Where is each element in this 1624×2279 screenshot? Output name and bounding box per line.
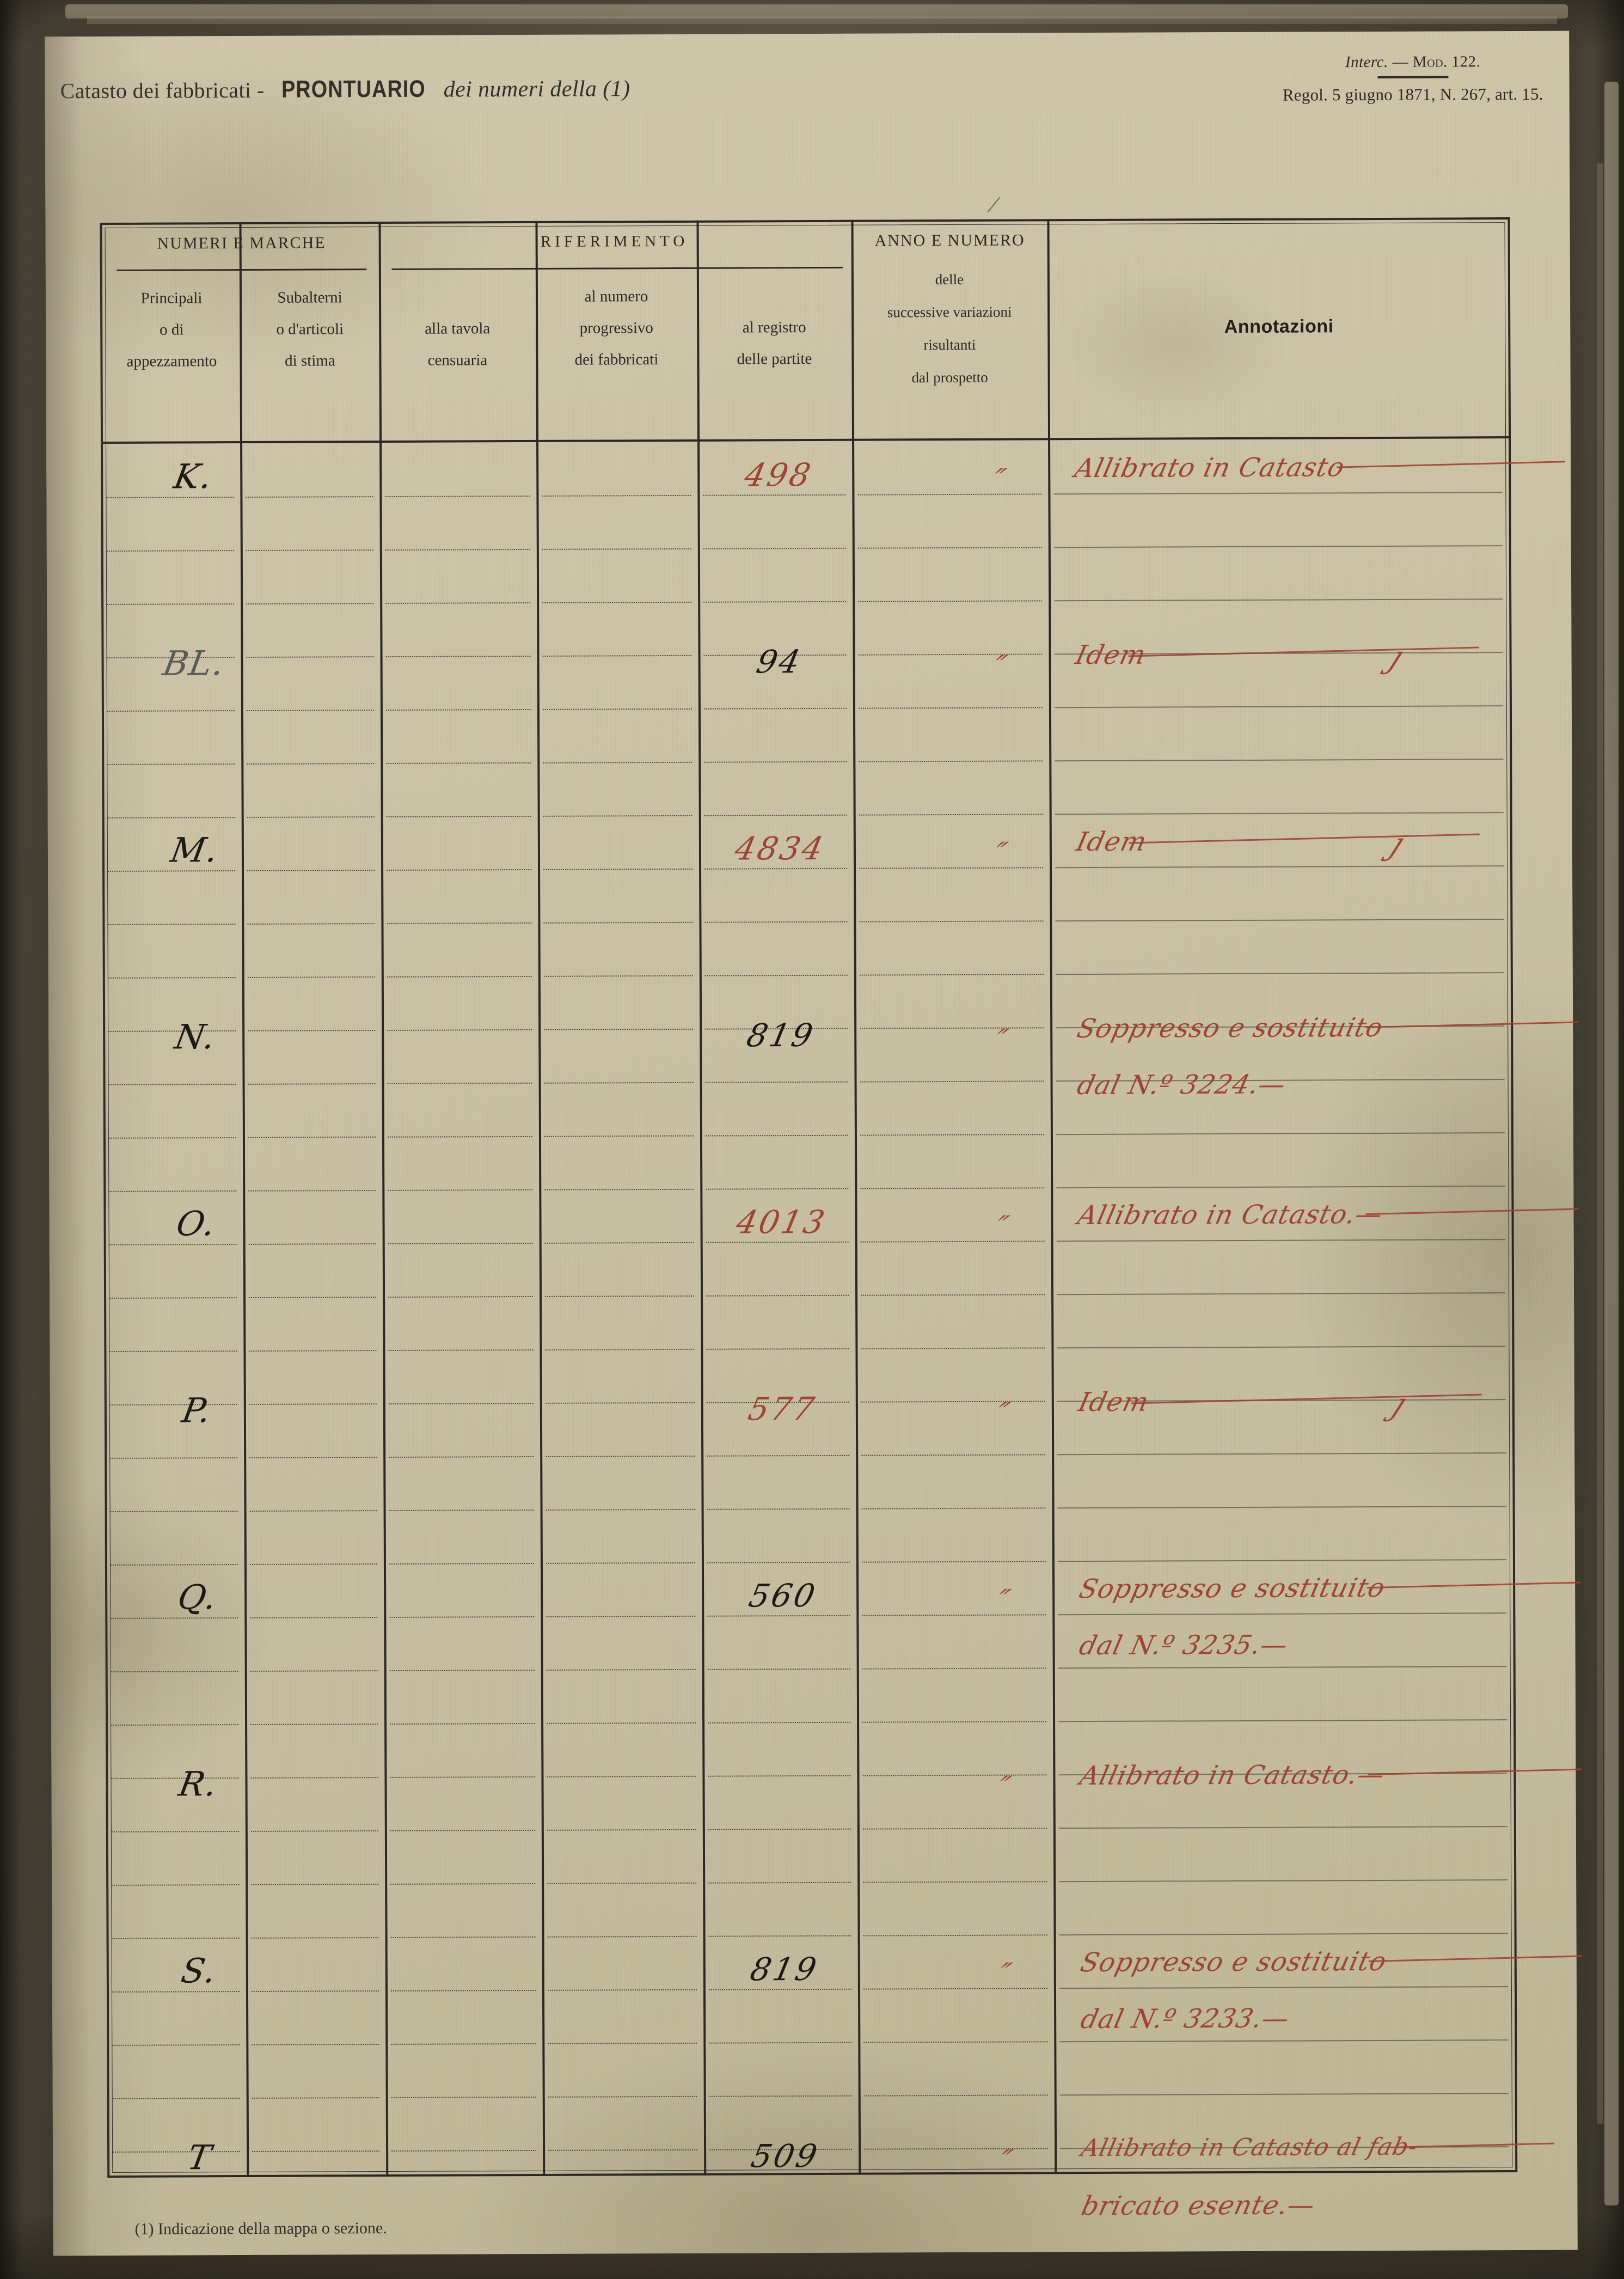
entry-annotation-line: Soppresso e sostituito — [1074, 1012, 1386, 1044]
stamp-divider — [1377, 76, 1449, 78]
entry-registro-number: 577 — [745, 1390, 820, 1428]
annotation-flourish-stroke — [1131, 1394, 1482, 1404]
ledger-sheet: Catasto dei fabbricati - PRONTUARIO dei … — [45, 30, 1582, 2256]
entry-annotation-line: Allibrato in Catasto al fab- — [1078, 2133, 1421, 2162]
annotation-flourish-stroke — [1368, 1955, 1582, 1963]
entry-registro-number: 4834 — [732, 829, 829, 867]
entry-anno-ditto: ″ — [988, 1023, 1012, 1056]
annotation-flourish-stroke — [1129, 833, 1480, 844]
entry-annotation-line: dal N.º 3233.— — [1077, 2003, 1292, 2035]
entry-annotation-line: Soppresso e sostituito — [1077, 1946, 1390, 1978]
annotation-flourish-stroke — [1367, 1581, 1581, 1589]
page-edge-right — [1604, 82, 1619, 2205]
entry-idem-flourish: ȷ — [1384, 826, 1410, 862]
entry-registro-number: 94 — [753, 643, 806, 681]
entry-annotation-line: bricato esente.— — [1078, 2190, 1319, 2222]
page-title: Catasto dei fabbricati - PRONTUARIO dei … — [60, 75, 630, 104]
entry-registro-number: 560 — [745, 1577, 820, 1615]
page-edge-top — [65, 4, 1568, 19]
annotation-flourish-stroke — [1365, 1021, 1579, 1029]
entry-annotation-line: dal N.º 3235.— — [1076, 1629, 1291, 1661]
ledger-table: NUMERI E MARCHE RIFERIMENTO ANNO E NUMER… — [100, 217, 1582, 2221]
annotation-flourish-stroke — [1337, 461, 1566, 468]
entry-annotation-line: Allibrato in Catasto — [1071, 452, 1348, 484]
entry-mark-letter: BL. — [160, 643, 229, 683]
footnote: (1) Indicazione della mappa o sezione. — [134, 2219, 387, 2238]
sheet-header: Catasto dei fabbricati - PRONTUARIO dei … — [45, 31, 1570, 218]
entry-registro-number: 4013 — [733, 1203, 830, 1241]
entry-registro-number: 509 — [747, 2137, 823, 2175]
entry-mark-letter: O. — [173, 1203, 219, 1244]
form-reference-stamp: Interc. — Mod. 122. Regol. 5 giugno 1871… — [1283, 53, 1543, 105]
form-interc-label: Interc. — [1345, 53, 1388, 71]
entry-anno-ditto: ″ — [987, 836, 1012, 870]
form-dash: — — [1388, 53, 1413, 71]
entry-registro-number: 498 — [741, 456, 816, 494]
entry-annotation-line: Soppresso e sostituito — [1076, 1572, 1388, 1605]
entry-mark-letter: N. — [171, 1017, 219, 1057]
form-code-line: Interc. — Mod. 122. — [1283, 53, 1543, 72]
form-model-number: Mod. 122. — [1412, 53, 1481, 71]
entry-idem-flourish: ȷ — [1384, 639, 1409, 675]
entry-anno-ditto: ″ — [986, 463, 1010, 496]
entry-anno-ditto: ″ — [989, 1210, 1013, 1243]
entry-anno-ditto: ″ — [986, 650, 1011, 683]
entry-mark-letter: K. — [170, 456, 216, 497]
pencil-tick-mark: / — [987, 190, 1000, 219]
annotation-flourish-stroke — [1368, 1768, 1582, 1776]
entry-anno-ditto: ″ — [989, 1397, 1014, 1430]
page-title-emphasis: PRONTUARIO — [281, 75, 426, 103]
entry-mark-letter: R. — [176, 1764, 221, 1804]
entry-registro-number: 819 — [743, 1016, 818, 1054]
entry-annotation-line: dal N.º 3224.— — [1074, 1069, 1289, 1101]
entry-mark-letter: S. — [178, 1951, 220, 1991]
entry-anno-ditto: ″ — [992, 2144, 1016, 2177]
annotation-flourish-stroke — [1365, 1208, 1579, 1215]
entry-annotation-line: Allibrato in Catasto.— — [1077, 1759, 1388, 1792]
entry-mark-letter: P. — [179, 1390, 215, 1431]
entry-anno-ditto: ″ — [991, 1957, 1016, 1990]
entry-anno-ditto: ″ — [990, 1584, 1014, 1617]
entry-annotation-line: Allibrato in Catasto.— — [1075, 1199, 1386, 1231]
page-title-suffix: dei numeri della (1) — [437, 76, 630, 102]
handwritten-entries-layer: K. 498 ″ Allibrato in Catasto BL. 94 ″ Idem ȷ M. 4… — [100, 217, 1582, 2221]
entry-idem-flourish: ȷ — [1387, 1386, 1412, 1422]
regulation-line: Regol. 5 giugno 1871, N. 267, art. 15. — [1282, 84, 1543, 105]
entry-registro-number: 819 — [747, 1950, 822, 1988]
entry-anno-ditto: ″ — [991, 1770, 1015, 1804]
entry-mark-letter: M. — [168, 830, 222, 870]
page-edge-top-2 — [87, 16, 1557, 24]
annotation-flourish-stroke — [1128, 646, 1479, 657]
page-title-prefix: Catasto dei fabbricati - — [60, 77, 271, 103]
entry-mark-letter: T — [185, 2137, 216, 2178]
entry-mark-letter: Q. — [175, 1577, 221, 1617]
page-edge-fringe — [1597, 163, 1603, 2124]
